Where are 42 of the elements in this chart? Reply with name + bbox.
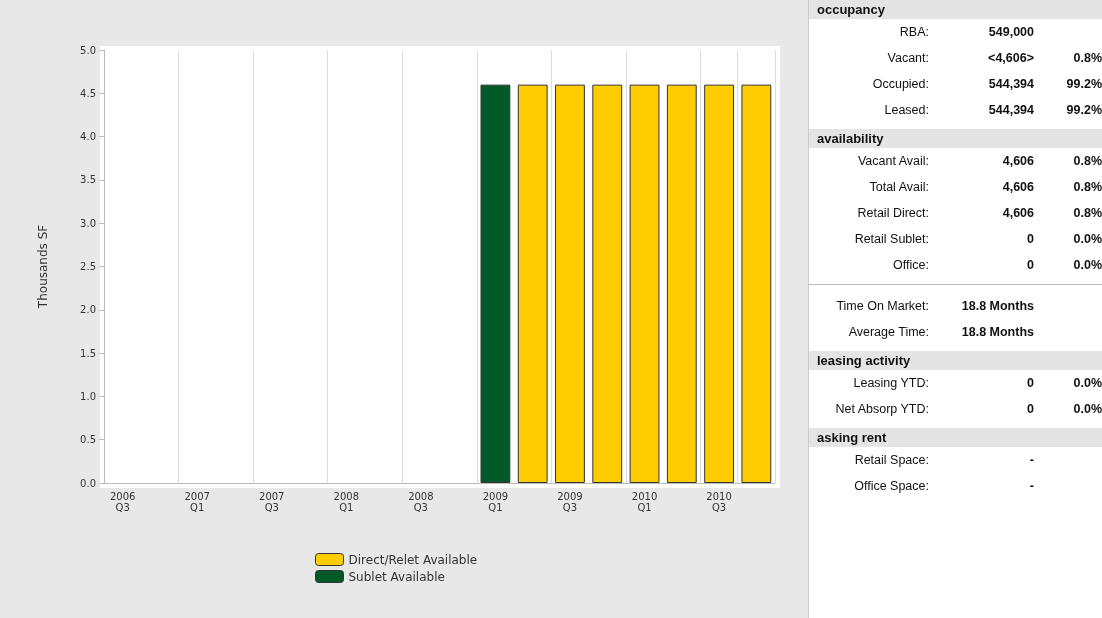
text: leasing activity <box>809 351 1102 370</box>
text: RBA: 549,000 <box>899 25 1034 39</box>
text: Time On Market: 18.8 Months <box>836 299 1034 313</box>
text: Retail Sublet: 0 0.0% <box>854 232 1102 246</box>
text: Retail Space: - <box>854 453 1034 467</box>
y-tick-label: 2.5 <box>80 261 96 272</box>
text: Vacant Avail: 4,606 0.8% <box>857 154 1102 168</box>
x-tick-label: 2009 Q1 <box>482 491 509 513</box>
text: Retail Direct: 4,606 0.8% <box>857 206 1102 220</box>
y-tick-label: 3.0 <box>80 217 96 229</box>
y-tick-label: 1.0 <box>80 390 96 402</box>
x-tick-label: 2009 Q3 <box>557 491 583 513</box>
x-tick-label: 2007 Q3 <box>259 491 285 513</box>
text: Average Time: 18.8 Months <box>848 325 1034 339</box>
text: Vacant: <4,606> 0.8% <box>887 51 1102 65</box>
y-axis-title: Thousands SF <box>36 224 50 310</box>
text: Total Avail: 4,606 0.8% <box>869 180 1102 194</box>
x-tick-label: 2008 Q3 <box>408 491 434 513</box>
y-tick-label: 5.0 <box>80 44 96 56</box>
y-tick-label: 2.0 <box>80 304 96 316</box>
text: Office Space: - <box>854 479 1034 493</box>
y-tick-label: 0.0 <box>80 477 96 489</box>
text: Leased: 544,394 99.2% <box>884 103 1102 117</box>
y-tick-label: 1.5 <box>80 347 96 359</box>
text: occupancy <box>809 0 1102 19</box>
text: Office: 0 0.0% <box>893 258 1102 272</box>
x-tick-label: 2008 Q1 <box>333 491 360 513</box>
x-tick-label: 2010 Q1 <box>631 491 658 513</box>
text: asking rent <box>809 428 1102 447</box>
x-tick-label: 2007 Q1 <box>184 491 210 513</box>
y-tick-label: 4.5 <box>80 87 96 99</box>
y-tick-label: 4.0 <box>80 131 96 143</box>
text: Leasing YTD: 0 0.0% <box>853 376 1102 390</box>
legend-label: Sublet Available <box>348 569 445 584</box>
y-tick-label: 3.5 <box>80 174 96 186</box>
text: Occupied: 544,394 99.2% <box>872 77 1102 91</box>
text: Net Absorp YTD: 0 0.0% <box>835 402 1102 416</box>
legend-label: Direct/Relet Available <box>348 552 478 567</box>
x-tick-label: 2010 Q3 <box>706 491 732 513</box>
y-tick-label: 0.5 <box>80 434 96 446</box>
x-tick-label: 2006 Q3 <box>109 491 136 513</box>
text: availability <box>809 129 1102 148</box>
